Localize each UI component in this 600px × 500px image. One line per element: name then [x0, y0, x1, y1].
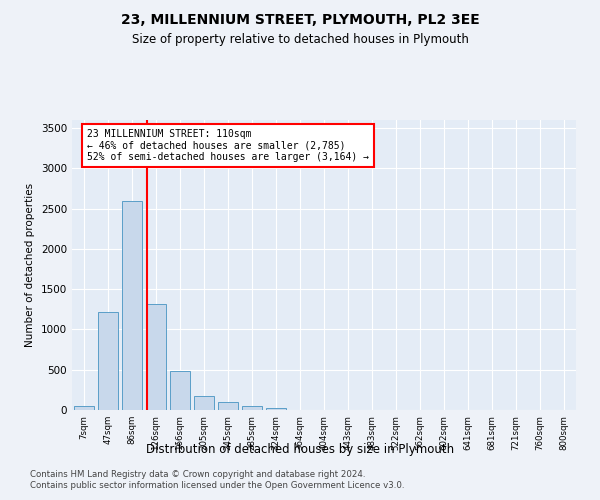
Bar — [242, 406, 262, 410]
Text: Distribution of detached houses by size in Plymouth: Distribution of detached houses by size … — [146, 442, 454, 456]
Text: Contains public sector information licensed under the Open Government Licence v3: Contains public sector information licen… — [30, 481, 404, 490]
Bar — [98, 312, 118, 410]
Bar — [122, 200, 142, 410]
Text: Size of property relative to detached houses in Plymouth: Size of property relative to detached ho… — [131, 32, 469, 46]
Bar — [218, 402, 238, 410]
Text: 23 MILLENNIUM STREET: 110sqm
← 46% of detached houses are smaller (2,785)
52% of: 23 MILLENNIUM STREET: 110sqm ← 46% of de… — [87, 129, 369, 162]
Text: 23, MILLENNIUM STREET, PLYMOUTH, PL2 3EE: 23, MILLENNIUM STREET, PLYMOUTH, PL2 3EE — [121, 12, 479, 26]
Bar — [170, 370, 190, 410]
Bar — [146, 304, 166, 410]
Bar — [266, 408, 286, 410]
Y-axis label: Number of detached properties: Number of detached properties — [25, 183, 35, 347]
Bar — [194, 396, 214, 410]
Text: Contains HM Land Registry data © Crown copyright and database right 2024.: Contains HM Land Registry data © Crown c… — [30, 470, 365, 479]
Bar — [74, 406, 94, 410]
